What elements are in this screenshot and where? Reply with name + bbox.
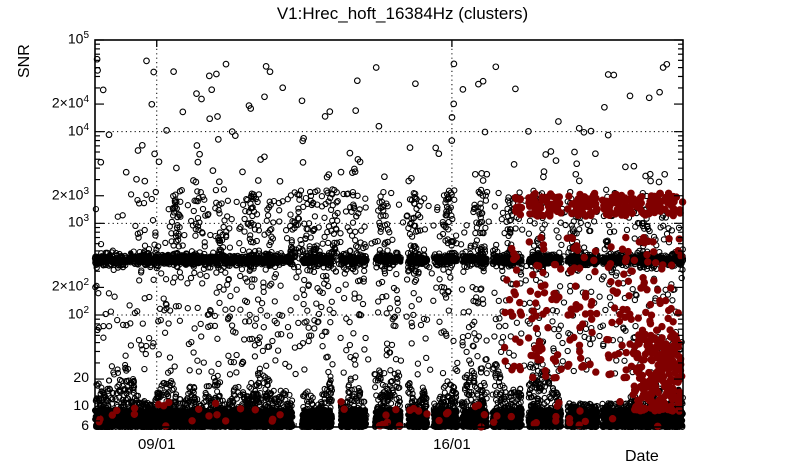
y-tick-label: 10: [73, 396, 89, 413]
y-tick-label: 103: [67, 213, 89, 230]
x-tick-label: 09/01: [137, 436, 176, 453]
y-tick-label: 102: [67, 304, 89, 322]
x-tick-label: 16/01: [433, 436, 471, 453]
chart-title: V1:Hrec_hoft_16384Hz (clusters): [276, 4, 529, 23]
y-tick-label: 2×104: [51, 94, 89, 111]
y-tick-label: 105: [67, 30, 89, 47]
data-points-layer: [91, 55, 687, 431]
y-tick-label: 2×103: [51, 185, 89, 203]
y-tick-label: 2×102: [51, 277, 89, 295]
x-axis-label: Date: [625, 448, 659, 465]
y-tick-label: 20: [73, 369, 89, 386]
y-tick-label: 6: [81, 417, 89, 433]
axis-ticks-layer: [94, 39, 684, 428]
y-tick-label: 104: [67, 121, 89, 139]
